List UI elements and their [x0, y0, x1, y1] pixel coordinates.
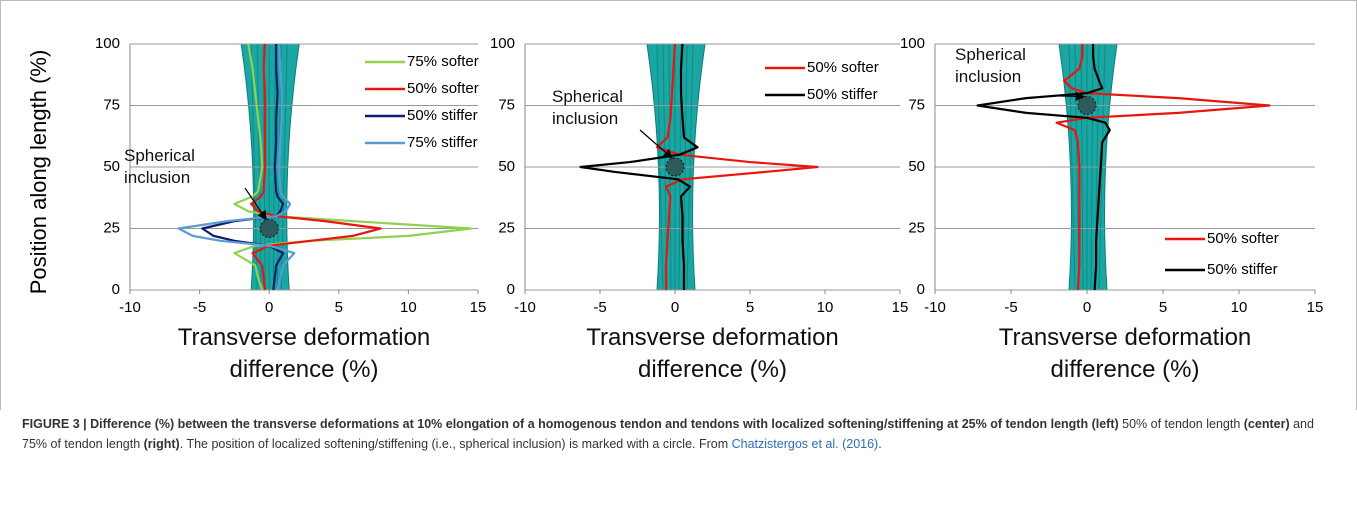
y-tick-label: 0 [112, 281, 120, 298]
y-axis-label: Position along length (%) [26, 50, 51, 295]
caption-segment: (right) [144, 437, 180, 451]
x-tick-label: 5 [746, 299, 754, 316]
x-tick-label: -10 [119, 299, 141, 316]
y-tick-label: 0 [917, 281, 925, 298]
y-tick-label: 100 [95, 35, 120, 52]
x-axis-label: Transverse deformation difference (%) [563, 322, 863, 386]
y-tick-label: 75 [103, 96, 120, 113]
caption-segment: 50% of tendon length [1119, 417, 1244, 431]
x-tick-label: 0 [1083, 299, 1091, 316]
x-tick-label: 0 [671, 299, 679, 316]
x-tick-label: -10 [924, 299, 946, 316]
x-axis-label: Transverse deformation difference (%) [154, 322, 454, 386]
annotation-arrow [1060, 96, 1084, 97]
inclusion-marker [260, 220, 278, 238]
x-tick-label: -5 [1004, 299, 1017, 316]
x-tick-label: 10 [1231, 299, 1248, 316]
y-tick-label: 100 [490, 35, 515, 52]
caption-segment: FIGURE 3 | Difference (%) between the tr… [22, 417, 1119, 431]
annotation: Spherical inclusion [955, 44, 1065, 88]
y-tick-label: 25 [498, 219, 515, 236]
x-tick-label: 0 [265, 299, 273, 316]
x-tick-label: 10 [817, 299, 834, 316]
legend-label: 50% stiffer [407, 107, 478, 124]
x-tick-label: -10 [514, 299, 536, 316]
x-tick-label: 5 [335, 299, 343, 316]
y-tick-label: 25 [908, 219, 925, 236]
caption: FIGURE 3 | Difference (%) between the tr… [22, 414, 1337, 454]
x-tick-label: 15 [892, 299, 909, 316]
caption-segment: . The position of localized softening/st… [180, 437, 732, 451]
caption-segment: . [878, 437, 881, 451]
y-tick-label: 50 [103, 158, 120, 175]
x-tick-label: -5 [593, 299, 606, 316]
x-axis-label: Transverse deformation difference (%) [975, 322, 1275, 386]
y-tick-label: 0 [507, 281, 515, 298]
annotation: Spherical inclusion [552, 86, 662, 130]
legend-label: 50% softer [1207, 230, 1279, 247]
x-tick-label: 15 [470, 299, 487, 316]
y-tick-label: 75 [908, 96, 925, 113]
inclusion-marker [666, 158, 684, 176]
x-tick-label: 5 [1159, 299, 1167, 316]
caption-segment: (center) [1244, 417, 1290, 431]
legend-label: 50% stiffer [1207, 261, 1278, 278]
y-tick-label: 100 [900, 35, 925, 52]
legend-label: 50% softer [807, 59, 879, 76]
x-tick-label: 15 [1307, 299, 1324, 316]
y-tick-label: 50 [908, 158, 925, 175]
caption-segment[interactable]: Chatzistergos et al. (2016) [732, 437, 879, 451]
legend-label: 75% softer [407, 53, 479, 70]
annotation: Spherical inclusion [124, 145, 234, 189]
legend-label: 50% softer [407, 80, 479, 97]
x-tick-label: 10 [400, 299, 417, 316]
y-tick-label: 25 [103, 219, 120, 236]
y-tick-label: 75 [498, 96, 515, 113]
legend-label: 50% stiffer [807, 86, 878, 103]
inclusion-marker [1078, 97, 1096, 115]
legend-label: 75% stiffer [407, 134, 478, 151]
figure: 0255075100-10-505101575% softer50% softe… [0, 0, 1357, 505]
x-tick-label: -5 [193, 299, 206, 316]
y-tick-label: 50 [498, 158, 515, 175]
